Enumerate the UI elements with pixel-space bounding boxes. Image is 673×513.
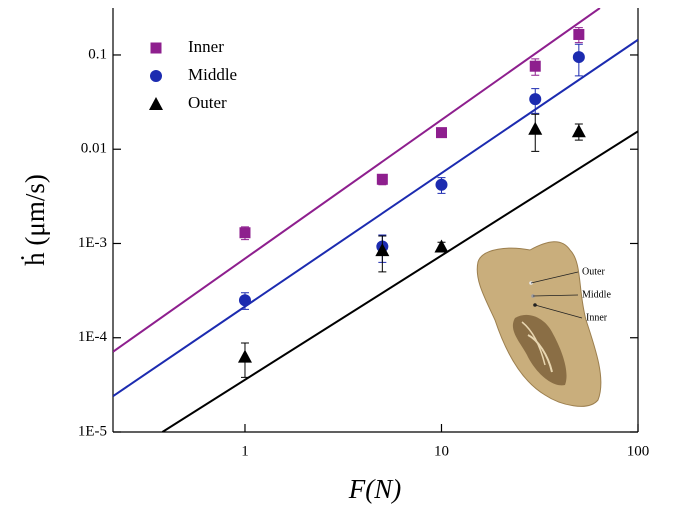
legend-label: Middle <box>188 65 237 84</box>
fit-line <box>113 38 638 397</box>
y-tick-label: 1E-4 <box>78 329 108 345</box>
inset-label: Outer <box>582 266 605 277</box>
point <box>529 93 542 106</box>
point <box>529 60 541 72</box>
legend-marker <box>150 42 162 54</box>
inset-label: Inner <box>586 312 608 323</box>
y-axis-label: ḣ (μm/s) <box>20 174 50 266</box>
point <box>573 28 585 40</box>
y-tick-label: 0.1 <box>88 46 107 62</box>
point <box>435 127 447 139</box>
point <box>239 227 251 239</box>
legend-label: Outer <box>188 93 227 112</box>
point <box>434 239 449 253</box>
x-tick-label: 100 <box>627 443 650 459</box>
fit-line <box>161 130 638 432</box>
point <box>571 124 586 138</box>
y-tick-label: 1E-5 <box>78 423 107 439</box>
inset-label: Middle <box>582 289 611 300</box>
fit-line <box>113 8 601 353</box>
point <box>572 51 585 64</box>
inset-photo: Outer Middle Inner <box>476 241 611 407</box>
point <box>237 349 252 363</box>
point <box>528 121 543 135</box>
legend-marker <box>150 70 162 82</box>
point <box>238 294 251 307</box>
y-tick-label: 1E-3 <box>78 235 107 251</box>
x-axis-label: F(N) <box>348 474 401 504</box>
point <box>375 243 390 257</box>
y-tick-label: 0.01 <box>81 141 107 157</box>
x-tick-label: 1 <box>241 443 249 459</box>
x-tick-label: 10 <box>434 443 449 459</box>
legend-label: Inner <box>188 37 224 56</box>
plot-area <box>113 8 638 432</box>
point <box>376 173 388 185</box>
point <box>435 178 448 191</box>
legend-marker <box>149 97 163 110</box>
